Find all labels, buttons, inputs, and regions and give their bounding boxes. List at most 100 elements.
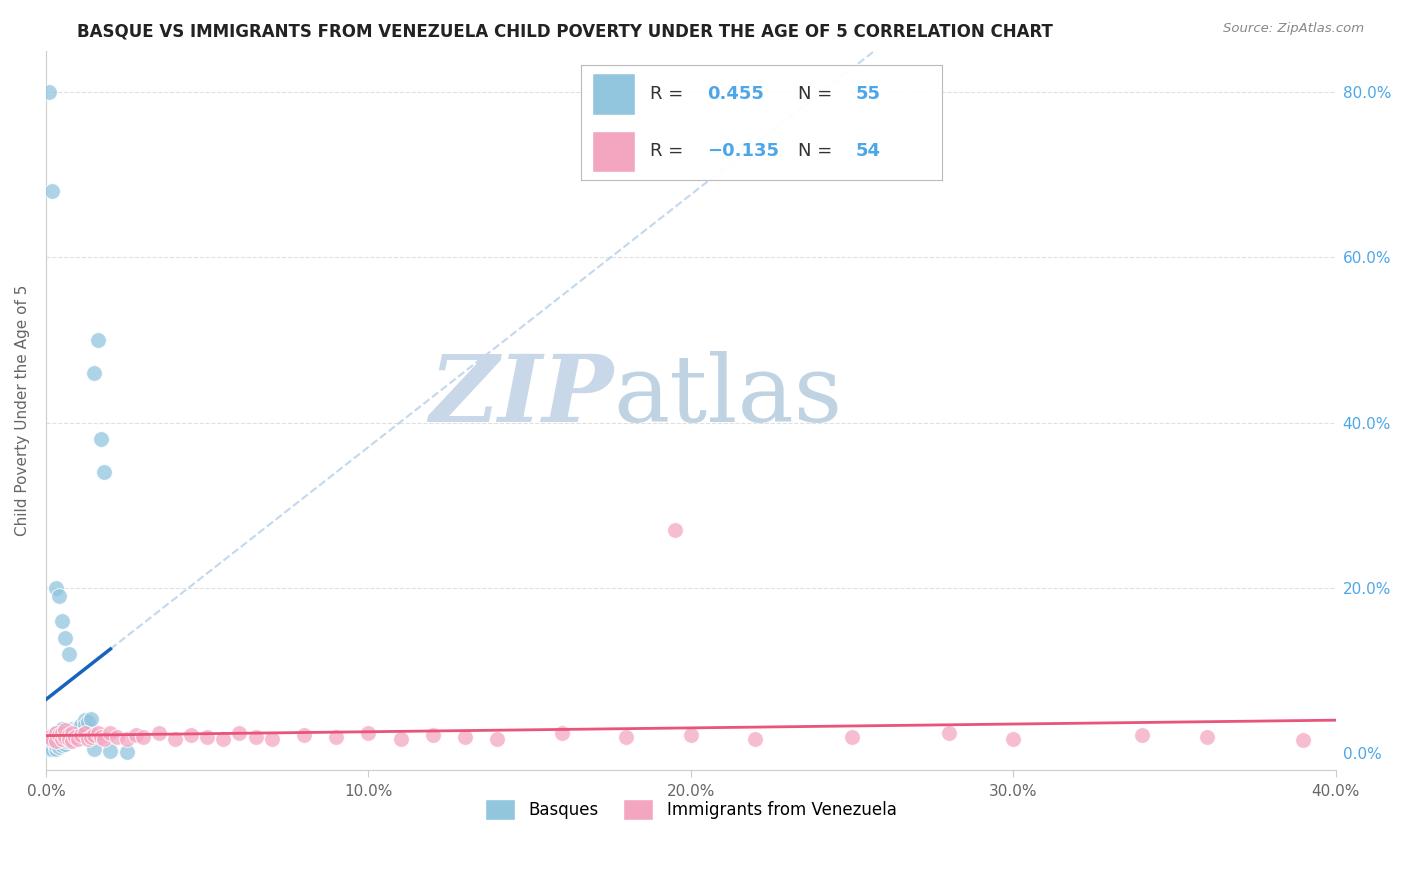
Point — [115, 731, 138, 746]
Point — [45, 726, 67, 740]
Text: ZIP: ZIP — [429, 351, 613, 441]
Point — [51, 726, 73, 740]
Point — [48, 590, 70, 604]
Point — [389, 731, 412, 746]
Point — [357, 726, 380, 740]
Point — [45, 738, 67, 752]
Point — [63, 730, 86, 744]
Point — [48, 730, 70, 744]
Point — [60, 726, 83, 740]
Point — [51, 614, 73, 628]
Point — [60, 722, 83, 736]
Point — [551, 726, 574, 740]
Point — [48, 738, 70, 752]
Point — [744, 731, 766, 746]
Point — [245, 730, 267, 744]
Point — [80, 730, 103, 744]
Point — [67, 722, 90, 736]
Point — [90, 730, 112, 744]
Point — [45, 734, 67, 748]
Point — [60, 726, 83, 740]
Point — [70, 728, 93, 742]
Text: atlas: atlas — [613, 351, 842, 441]
Point — [83, 742, 105, 756]
Point — [93, 731, 115, 746]
Point — [1292, 733, 1315, 747]
Point — [125, 728, 148, 742]
Point — [41, 734, 63, 748]
Point — [41, 731, 63, 746]
Point — [58, 647, 80, 661]
Point — [70, 717, 93, 731]
Point — [1130, 728, 1153, 742]
Point — [53, 737, 76, 751]
Point — [841, 730, 863, 744]
Point — [38, 730, 60, 744]
Point — [325, 730, 347, 744]
Legend: Basques, Immigrants from Venezuela: Basques, Immigrants from Venezuela — [478, 793, 903, 826]
Point — [70, 722, 93, 736]
Point — [58, 734, 80, 748]
Point — [195, 730, 218, 744]
Point — [83, 728, 105, 742]
Point — [73, 714, 96, 728]
Point — [45, 734, 67, 748]
Y-axis label: Child Poverty Under the Age of 5: Child Poverty Under the Age of 5 — [15, 285, 30, 536]
Point — [115, 745, 138, 759]
Point — [86, 726, 108, 740]
Point — [53, 730, 76, 744]
Point — [58, 726, 80, 740]
Point — [80, 712, 103, 726]
Point — [48, 728, 70, 742]
Point — [131, 730, 153, 744]
Point — [228, 726, 250, 740]
Point — [938, 726, 960, 740]
Point — [60, 731, 83, 746]
Point — [38, 742, 60, 756]
Point — [41, 738, 63, 752]
Point — [41, 742, 63, 756]
Point — [53, 734, 76, 748]
Point — [163, 731, 186, 746]
Text: BASQUE VS IMMIGRANTS FROM VENEZUELA CHILD POVERTY UNDER THE AGE OF 5 CORRELATION: BASQUE VS IMMIGRANTS FROM VENEZUELA CHIL… — [77, 22, 1053, 40]
Point — [454, 730, 477, 744]
Point — [90, 432, 112, 446]
Text: Source: ZipAtlas.com: Source: ZipAtlas.com — [1223, 22, 1364, 36]
Point — [60, 734, 83, 748]
Point — [1002, 731, 1025, 746]
Point — [51, 738, 73, 752]
Point — [148, 726, 170, 740]
Point — [45, 730, 67, 744]
Point — [51, 731, 73, 746]
Point — [212, 731, 235, 746]
Point — [45, 581, 67, 595]
Point — [41, 730, 63, 744]
Point — [664, 523, 686, 537]
Point — [38, 734, 60, 748]
Point — [73, 726, 96, 740]
Point — [292, 728, 315, 742]
Point — [63, 728, 86, 742]
Point — [67, 726, 90, 740]
Point — [100, 744, 122, 758]
Point — [614, 730, 637, 744]
Point — [41, 184, 63, 198]
Point — [105, 730, 128, 744]
Point — [83, 366, 105, 380]
Point — [38, 85, 60, 99]
Point — [260, 731, 283, 746]
Point — [53, 730, 76, 744]
Point — [51, 722, 73, 736]
Point — [63, 723, 86, 738]
Point — [53, 723, 76, 738]
Point — [38, 738, 60, 752]
Point — [93, 466, 115, 480]
Point — [180, 728, 202, 742]
Point — [53, 631, 76, 645]
Point — [58, 730, 80, 744]
Point — [48, 739, 70, 754]
Point — [100, 726, 122, 740]
Point — [77, 714, 100, 729]
Point — [51, 726, 73, 740]
Point — [86, 333, 108, 347]
